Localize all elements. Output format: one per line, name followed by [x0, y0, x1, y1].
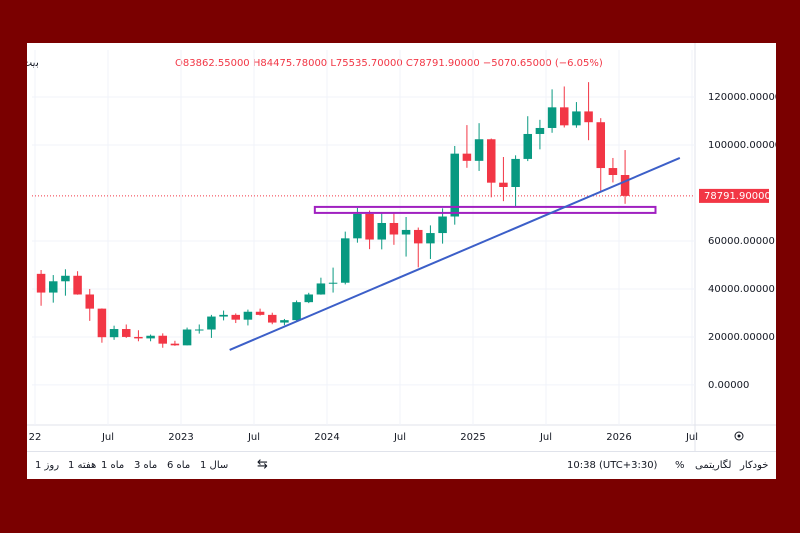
candle-body — [353, 213, 362, 239]
x-tick-label: Jul — [539, 432, 552, 443]
candle-body — [365, 213, 374, 240]
trendline — [229, 157, 681, 351]
candle-body — [146, 335, 155, 339]
candle-body — [97, 308, 107, 338]
candle-body — [499, 182, 508, 187]
candle-body — [170, 343, 180, 346]
candle-body — [182, 329, 192, 346]
grid — [32, 50, 695, 425]
candle-body — [596, 122, 606, 169]
candle-body — [61, 275, 70, 282]
y-tick-label: 0.00000 — [708, 380, 749, 391]
y-tick-label: 120000.00000 — [708, 92, 776, 103]
x-tick-label: 2025 — [460, 432, 485, 443]
settings-icon[interactable] — [734, 431, 744, 441]
x-tick-label: Jul — [393, 432, 406, 443]
range-button[interactable]: 6 ماه — [167, 460, 191, 471]
candle-body — [267, 314, 277, 323]
ohlc-legend: O83862.55000 H84475.78000 L75535.70000 C… — [175, 58, 603, 69]
candle-body — [340, 238, 350, 283]
x-tick-label: Jul — [685, 432, 698, 443]
plot — [36, 82, 681, 351]
candle-body — [134, 336, 143, 339]
candle-body — [280, 320, 289, 323]
axes: 0.00000 20000.00000 40000.00000 60000.00000… — [29, 92, 782, 443]
range-button[interactable]: 1 هفته — [68, 460, 97, 471]
chart: بیت‌کوین · 1 هفته · جهانی O83862.55000 H… — [0, 43, 782, 451]
last-price-badge — [699, 188, 769, 203]
log-toggle[interactable]: لگاریتمی — [695, 460, 732, 471]
candle-body — [547, 107, 557, 128]
candle-body — [620, 175, 630, 196]
candle-body — [559, 107, 569, 126]
candle-body — [316, 283, 326, 295]
candle-body — [572, 111, 581, 126]
candle-body — [328, 282, 338, 284]
candle-body — [121, 329, 131, 337]
candle-body — [48, 281, 58, 293]
clock: 10:38 (UTC+3:30) — [567, 460, 658, 471]
candle-body — [413, 229, 423, 244]
x-tick-label: 22 — [29, 432, 42, 443]
instrument-name: بیت‌کوین · 1 هفته · جهانی — [27, 56, 39, 69]
percent-toggle[interactable]: % — [675, 460, 685, 471]
candle-body — [304, 294, 314, 303]
candle-body — [207, 316, 216, 330]
y-tick-label: 40000.00000 — [708, 284, 775, 295]
candle-body — [462, 153, 472, 161]
candle-body — [535, 127, 545, 134]
range-button[interactable]: 3 ماه — [134, 460, 158, 471]
support-zone — [313, 205, 657, 214]
bottom-toolbar: 1 روز 1 هفته 1 ماه 3 ماه 6 ماه 1 سال ⇆ 10:38 … — [27, 451, 776, 480]
candle-body — [389, 222, 399, 235]
candle-body — [377, 222, 387, 240]
candle-body — [194, 329, 204, 331]
x-tick-label: Jul — [101, 432, 114, 443]
candle-body — [486, 139, 496, 183]
candle-body — [292, 302, 301, 321]
x-tick-label: 2024 — [314, 432, 339, 443]
range-button[interactable]: 1 روز — [35, 460, 60, 471]
candle-body — [608, 168, 618, 175]
candle-body — [438, 216, 447, 234]
chart-panel: بیت‌کوین · 1 هفته · جهانی O83862.55000 H… — [0, 43, 782, 480]
last-price-label: 78791.90000 — [704, 191, 771, 202]
candle-body — [584, 111, 593, 123]
candle-body — [255, 311, 265, 315]
range-button[interactable]: 1 ماه — [101, 460, 125, 471]
candle-body — [243, 311, 253, 320]
candle-body — [511, 158, 520, 187]
candle-body — [523, 133, 533, 159]
candle-body — [158, 335, 168, 344]
x-tick-label: 2023 — [168, 432, 193, 443]
x-tick-label: Jul — [247, 432, 260, 443]
candle-body — [231, 314, 241, 320]
candle-body — [401, 229, 411, 235]
candle-body — [36, 273, 46, 293]
y-tick-label: 20000.00000 — [708, 332, 775, 343]
date-range-icon[interactable]: ⇆ — [257, 457, 268, 472]
range-button[interactable]: 1 سال — [200, 460, 229, 471]
x-tick-label: 2026 — [606, 432, 631, 443]
candle-body — [109, 329, 119, 338]
y-tick-label: 60000.00000 — [708, 236, 775, 247]
candle-body — [219, 314, 228, 317]
instrument-title: بیت‌کوین · 1 هفته · جهانی — [27, 56, 39, 69]
auto-toggle[interactable]: خودکار — [740, 460, 769, 471]
candle-body — [426, 233, 435, 244]
candle-body — [450, 153, 460, 217]
candle-body — [73, 275, 82, 295]
candle-body — [85, 294, 95, 309]
candle-body — [474, 139, 484, 161]
y-tick-label: 100000.00000 — [708, 140, 776, 151]
